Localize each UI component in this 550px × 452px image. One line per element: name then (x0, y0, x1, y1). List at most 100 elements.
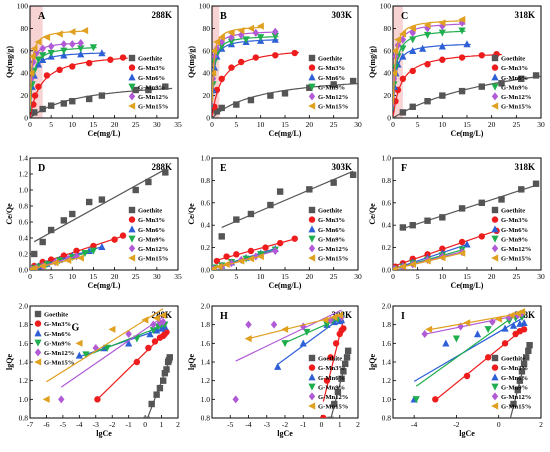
data-point (340, 325, 347, 332)
y-tick-label: 1.8 (201, 320, 211, 329)
legend-item: Goethite (128, 206, 162, 215)
data-point (153, 326, 161, 334)
data-point (252, 54, 259, 61)
fit-line-G-Mn9% (415, 309, 523, 387)
data-point (501, 324, 509, 332)
data-point (399, 35, 407, 44)
temperature-label: 288K (151, 162, 172, 172)
legend-label: G-Mn15% (318, 256, 348, 263)
x-tick-label: 15 (463, 272, 471, 281)
legend-label: G-Mn9% (138, 84, 165, 91)
legend-marker (491, 383, 499, 391)
legend-marker (491, 92, 499, 101)
y-tick-label: 1.2 (19, 170, 29, 179)
data-point (145, 178, 152, 186)
y-tick-label: 1.8 (382, 320, 392, 329)
data-point (232, 395, 239, 404)
data-point (166, 354, 173, 361)
data-point (399, 30, 407, 38)
x-tick-label: 0 (391, 120, 395, 129)
legend-label: G-Mn6% (501, 227, 528, 234)
y-tick-label: 1.0 (382, 154, 392, 163)
data-point (35, 83, 42, 90)
data-point (321, 316, 329, 324)
data-point (34, 56, 43, 64)
data-point (439, 92, 446, 99)
fit-line-G-Mn12% (424, 313, 523, 335)
y-tick-label: 60 (203, 46, 211, 55)
y-tick-label: 1.6 (201, 339, 211, 348)
legend-marker (308, 402, 316, 410)
legend: Goethite G-Mn3% G-Mn6% G-Mn9% G-Mn12% G-Mn15% (308, 54, 348, 111)
data-point (133, 335, 141, 343)
x-tick-label: 0 (28, 120, 32, 129)
data-point (343, 354, 351, 361)
legend-marker (308, 64, 316, 71)
data-point (452, 335, 461, 343)
fit-curve-G-Mn6% (393, 43, 471, 111)
data-point (478, 199, 485, 206)
legend-label: G-Mn3% (501, 217, 528, 224)
data-point (409, 47, 417, 54)
fit-line-G-Mn3% (434, 327, 525, 401)
y-tick-label: 0.6 (19, 218, 29, 227)
legend-label: G-Mn12% (318, 394, 348, 401)
legend-item: G-Mn12% (128, 244, 168, 253)
data-point (43, 33, 51, 41)
y-tick-label: 0.8 (19, 202, 29, 211)
y-tick-label: 0.0 (19, 266, 29, 275)
data-point (505, 317, 513, 325)
legend-item: G-Mn3% (308, 64, 345, 72)
data-point (507, 311, 515, 319)
data-point (111, 236, 118, 243)
data-point (439, 214, 446, 221)
legend-item: G-Mn6% (491, 73, 528, 82)
data-layer (30, 168, 169, 270)
legend-label: G-Mn15% (318, 404, 348, 411)
legend-marker (491, 64, 499, 71)
x-tick-label: -3 (264, 420, 270, 429)
legend-marker (491, 373, 499, 381)
legend-label: G-Mn15% (138, 104, 168, 111)
data-point (349, 171, 357, 178)
data-point (399, 45, 407, 53)
panel-i: -4-2020.81.01.21.41.61.82.0lgCelgQeI318K… (368, 302, 543, 439)
x-tick-label: 5 (416, 272, 420, 281)
data-point (163, 366, 170, 373)
data-point (38, 262, 46, 270)
data-point (484, 354, 492, 361)
temperature-label: 318K (514, 10, 535, 20)
x-axis-label: Ce(mg/L) (88, 129, 121, 138)
legend-marker (128, 102, 136, 110)
x-axis-label: Ce(mg/L) (269, 281, 302, 290)
data-point (432, 396, 439, 403)
x-axis-label: lgCe (96, 429, 112, 438)
data-point (39, 55, 47, 63)
legend-label: G-Mn9% (318, 384, 345, 391)
data-point (237, 257, 245, 265)
data-point (478, 52, 485, 59)
data-point (458, 54, 466, 61)
data-point (478, 83, 485, 90)
fit-line-G-Mn12% (60, 316, 164, 388)
data-point (213, 108, 221, 115)
x-tick-label: 20 (111, 272, 119, 281)
data-point (237, 27, 245, 35)
data-point (227, 29, 235, 37)
legend-label: G-Mn6% (501, 75, 528, 82)
data-point (149, 327, 157, 335)
legend-label: G-Mn12% (501, 246, 531, 253)
data-point (270, 320, 278, 329)
x-tick-label: 25 (513, 120, 521, 129)
x-tick-label: -5 (60, 420, 66, 429)
x-tick-label: 30 (354, 120, 362, 129)
x-tick-label: 25 (132, 272, 140, 281)
data-point (399, 52, 407, 60)
legend-marker (308, 83, 316, 91)
data-layer (393, 180, 540, 270)
legend-marker (128, 254, 136, 262)
legend-item: Goethite (491, 206, 525, 215)
panel-f: 0 5 10 15 20 25 30 0.0 0.2 0.4 0.6 0.8 1.0 Ce(mg/L) Ce… (368, 154, 545, 291)
y-tick-label: 0.6 (201, 198, 211, 207)
panel-letter: I (401, 311, 405, 322)
